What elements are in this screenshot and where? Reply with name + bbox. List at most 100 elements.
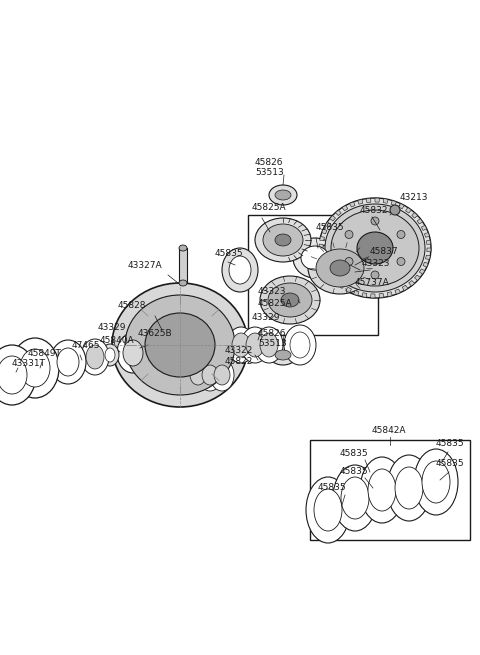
Text: 45849T: 45849T bbox=[28, 349, 62, 358]
Ellipse shape bbox=[246, 333, 264, 357]
Text: 45825A: 45825A bbox=[258, 299, 293, 308]
Ellipse shape bbox=[314, 489, 342, 531]
Ellipse shape bbox=[387, 455, 431, 521]
Polygon shape bbox=[333, 278, 338, 284]
Ellipse shape bbox=[11, 338, 59, 398]
Ellipse shape bbox=[260, 333, 278, 357]
Text: 45825A: 45825A bbox=[252, 203, 287, 212]
Ellipse shape bbox=[145, 313, 215, 377]
Polygon shape bbox=[325, 222, 331, 227]
Ellipse shape bbox=[123, 340, 143, 366]
Text: 45835: 45835 bbox=[436, 439, 465, 448]
Ellipse shape bbox=[345, 257, 353, 265]
Polygon shape bbox=[319, 244, 323, 248]
Polygon shape bbox=[349, 202, 355, 207]
Polygon shape bbox=[375, 198, 379, 202]
Ellipse shape bbox=[331, 210, 419, 286]
Polygon shape bbox=[420, 269, 425, 274]
Ellipse shape bbox=[269, 345, 297, 365]
Polygon shape bbox=[398, 204, 404, 209]
Text: 45835: 45835 bbox=[340, 449, 369, 458]
Ellipse shape bbox=[227, 327, 255, 363]
Polygon shape bbox=[421, 225, 427, 231]
Ellipse shape bbox=[275, 190, 291, 200]
Ellipse shape bbox=[368, 469, 396, 511]
Text: 45835: 45835 bbox=[436, 459, 465, 468]
Polygon shape bbox=[323, 266, 329, 271]
Text: 43329: 43329 bbox=[98, 323, 127, 332]
Polygon shape bbox=[415, 275, 420, 280]
Ellipse shape bbox=[371, 271, 379, 279]
Text: 45826: 45826 bbox=[258, 329, 287, 338]
Ellipse shape bbox=[281, 293, 299, 307]
Text: 45737A: 45737A bbox=[355, 278, 390, 287]
Bar bbox=[248, 215, 378, 335]
Ellipse shape bbox=[357, 232, 393, 264]
Ellipse shape bbox=[333, 465, 377, 531]
Ellipse shape bbox=[112, 283, 248, 407]
Ellipse shape bbox=[260, 276, 320, 324]
Polygon shape bbox=[336, 210, 341, 215]
Text: 45826: 45826 bbox=[255, 158, 284, 167]
Text: 43327A: 43327A bbox=[128, 261, 163, 270]
Ellipse shape bbox=[50, 340, 86, 384]
Ellipse shape bbox=[186, 359, 210, 391]
Ellipse shape bbox=[414, 449, 458, 515]
Ellipse shape bbox=[202, 365, 218, 385]
Text: 45842A: 45842A bbox=[372, 426, 407, 435]
Ellipse shape bbox=[395, 467, 423, 509]
Text: 43323: 43323 bbox=[258, 287, 287, 296]
Ellipse shape bbox=[86, 345, 104, 369]
Polygon shape bbox=[379, 293, 384, 298]
Polygon shape bbox=[423, 262, 428, 267]
Ellipse shape bbox=[345, 231, 353, 238]
Text: 45832: 45832 bbox=[360, 206, 388, 215]
Text: 45837: 45837 bbox=[370, 247, 398, 256]
Text: 43331T: 43331T bbox=[12, 359, 46, 368]
Text: 43213: 43213 bbox=[400, 193, 429, 202]
Bar bbox=[179, 248, 187, 283]
Ellipse shape bbox=[360, 457, 404, 523]
Ellipse shape bbox=[275, 350, 291, 360]
Ellipse shape bbox=[125, 295, 235, 395]
Ellipse shape bbox=[81, 339, 109, 375]
Ellipse shape bbox=[390, 205, 400, 215]
Ellipse shape bbox=[306, 477, 350, 543]
Ellipse shape bbox=[397, 231, 405, 238]
Ellipse shape bbox=[255, 327, 283, 363]
Polygon shape bbox=[387, 291, 392, 297]
Polygon shape bbox=[319, 252, 324, 256]
Ellipse shape bbox=[263, 224, 303, 256]
Ellipse shape bbox=[301, 246, 329, 270]
Ellipse shape bbox=[232, 333, 250, 357]
Ellipse shape bbox=[101, 344, 119, 366]
Text: 43329: 43329 bbox=[252, 313, 280, 322]
Ellipse shape bbox=[316, 249, 364, 287]
Polygon shape bbox=[320, 236, 324, 241]
Text: 53513: 53513 bbox=[255, 168, 284, 177]
Ellipse shape bbox=[0, 345, 36, 405]
Ellipse shape bbox=[222, 248, 258, 292]
Ellipse shape bbox=[397, 257, 405, 265]
Ellipse shape bbox=[268, 283, 312, 317]
Ellipse shape bbox=[20, 349, 50, 387]
Text: 43322: 43322 bbox=[225, 346, 253, 355]
Polygon shape bbox=[427, 248, 431, 252]
Polygon shape bbox=[358, 199, 363, 204]
Text: 43625B: 43625B bbox=[138, 329, 173, 338]
Ellipse shape bbox=[190, 365, 206, 385]
Polygon shape bbox=[383, 198, 388, 203]
Text: 45835: 45835 bbox=[316, 223, 345, 232]
Text: 45835: 45835 bbox=[318, 483, 347, 492]
Ellipse shape bbox=[293, 238, 337, 278]
Ellipse shape bbox=[255, 218, 311, 262]
Text: 45840A: 45840A bbox=[100, 336, 134, 345]
Ellipse shape bbox=[214, 365, 230, 385]
Polygon shape bbox=[321, 259, 325, 263]
Text: 53513: 53513 bbox=[258, 339, 287, 348]
Polygon shape bbox=[346, 288, 351, 293]
Ellipse shape bbox=[0, 356, 27, 394]
Ellipse shape bbox=[229, 256, 251, 284]
Bar bbox=[310, 440, 470, 540]
Text: 45835: 45835 bbox=[215, 249, 244, 258]
